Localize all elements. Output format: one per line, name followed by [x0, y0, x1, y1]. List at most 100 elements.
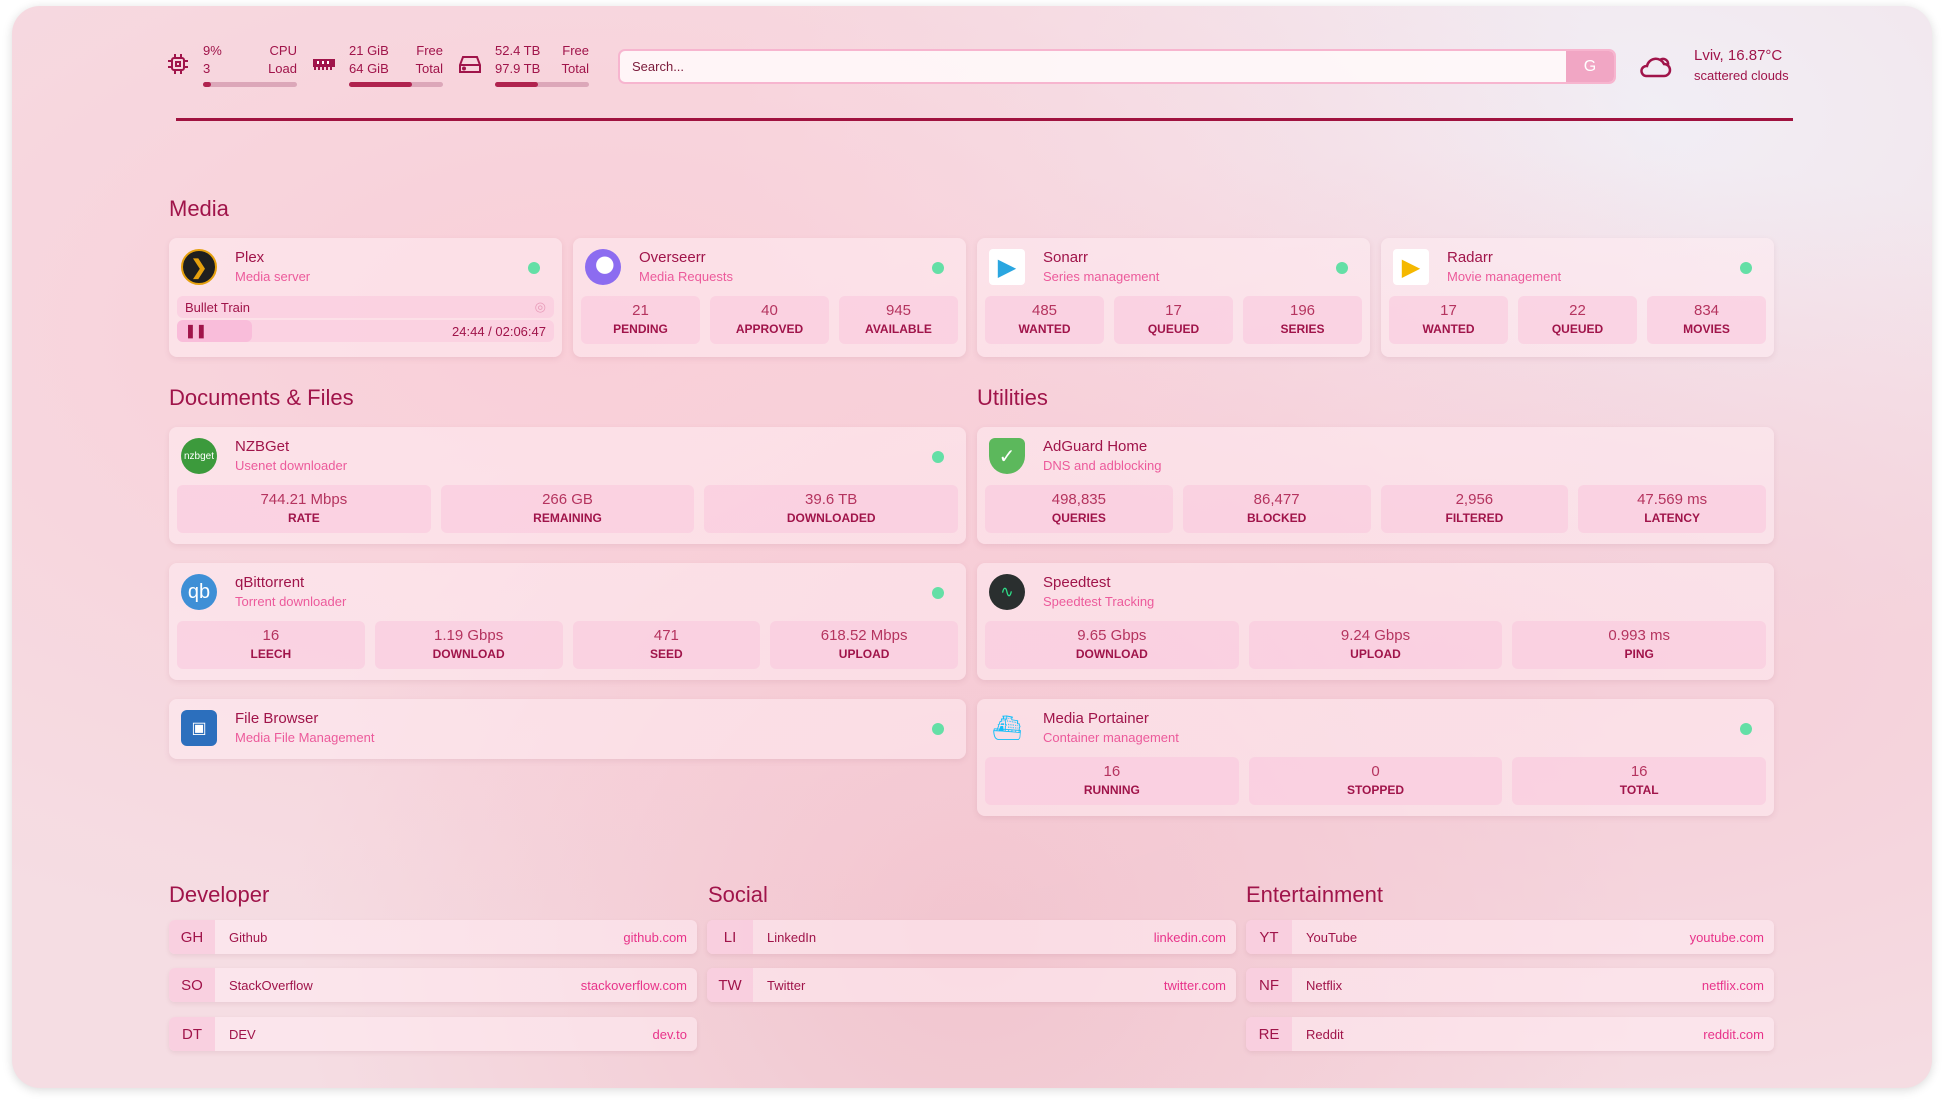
- stat-downloaded: 39.6 TB DOWNLOADED: [704, 485, 959, 533]
- stat-queries: 498,835 QUERIES: [985, 485, 1173, 533]
- stat-value: 16: [262, 627, 280, 644]
- bookmark-name: Github: [229, 929, 268, 945]
- stat-wanted: 17 WANTED: [1389, 296, 1508, 344]
- bookmark-linkedin[interactable]: LI LinkedIn linkedin.com: [707, 920, 1236, 954]
- status-dot: [932, 587, 944, 599]
- stat-label: STOPPED: [1346, 783, 1405, 797]
- stat-value: 9.65 Gbps: [1077, 627, 1147, 644]
- bookmark-youtube[interactable]: YT YouTube youtube.com: [1246, 920, 1774, 954]
- portainer-card[interactable]: ⛴ Media Portainer Container management 16 R…: [977, 699, 1774, 816]
- bookmark-url: dev.to: [652, 1026, 687, 1042]
- radarr-icon: ▶: [1393, 249, 1429, 285]
- filebrowser-card[interactable]: ▣ File Browser Media File Management: [169, 699, 966, 759]
- stat-pending: 21 PENDING: [581, 296, 700, 344]
- service-description: Movie management: [1447, 269, 1562, 284]
- overseerr-card[interactable]: Overseerr Media Requests 21 PENDING 40 APPRO…: [573, 238, 966, 357]
- sonarr-card[interactable]: ▶ Sonarr Series management 485 WANTED 17 QUEU…: [977, 238, 1370, 357]
- stat-value: 2,956: [1455, 491, 1494, 508]
- stat-label: SERIES: [1280, 322, 1325, 336]
- service-description: Usenet downloader: [235, 458, 348, 473]
- search-placeholder: Search...: [632, 59, 685, 74]
- bookmark-abbr: DT: [169, 1017, 215, 1051]
- service-name: AdGuard Home: [1043, 438, 1148, 455]
- section-title-documents: Documents & Files: [169, 385, 354, 410]
- speedtest-card[interactable]: ∿ Speedtest Speedtest Tracking 9.65 Gbps DO…: [977, 563, 1774, 680]
- cloud-icon: [1640, 57, 1672, 78]
- disk-widget: 52.4 TB 97.9 TB Free Total: [457, 42, 589, 87]
- bookmark-reddit[interactable]: RE Reddit reddit.com: [1246, 1017, 1774, 1051]
- memory-widget: 21 GiB 64 GiB Free Total: [311, 42, 443, 87]
- bookmark-name: Reddit: [1306, 1026, 1344, 1042]
- stat-filtered: 2,956 FILTERED: [1380, 485, 1569, 533]
- weather-condition: scattered clouds: [1694, 68, 1789, 83]
- stat-value: 21: [632, 302, 649, 319]
- playback-bar[interactable]: ❚❚ 24:44 / 02:06:47: [177, 320, 554, 342]
- stat-running: 16 RUNNING: [985, 757, 1239, 805]
- status-dot: [932, 451, 944, 463]
- stat-value: 22: [1569, 302, 1586, 319]
- stat-download: 1.19 Gbps DOWNLOAD: [374, 621, 563, 669]
- adguard-card[interactable]: ✓ AdGuard Home DNS and adblocking 498,835 Q…: [977, 427, 1774, 544]
- stat-remaining: 266 GB REMAINING: [440, 485, 695, 533]
- search-input[interactable]: Search... G: [618, 49, 1616, 84]
- pause-icon[interactable]: ❚❚: [185, 323, 207, 338]
- stat-value: 485: [1031, 302, 1058, 319]
- bookmark-url: youtube.com: [1689, 929, 1764, 945]
- memory-total: 64 GiB: [349, 60, 389, 76]
- stat-value: 0.993 ms: [1608, 627, 1671, 644]
- service-name: Sonarr: [1043, 249, 1089, 266]
- stat-label: WANTED: [1018, 322, 1071, 336]
- stat-label: RATE: [287, 511, 320, 525]
- dashboard-window: 9% 3 CPU Load 21 GiB 64 GiB Free Total 52.4 …: [12, 6, 1932, 1088]
- stat-label: BLOCKED: [1246, 511, 1307, 525]
- service-name: NZBGet: [235, 438, 290, 455]
- stat-value: 834: [1693, 302, 1720, 319]
- service-description: Speedtest Tracking: [1043, 594, 1155, 609]
- stat-download: 9.65 Gbps DOWNLOAD: [985, 621, 1239, 669]
- bookmark-stackoverflow[interactable]: SO StackOverflow stackoverflow.com: [169, 968, 697, 1002]
- adguard-shield-icon: ✓: [989, 438, 1025, 474]
- nzbget-card[interactable]: nzbget NZBGet Usenet downloader 744.21 Mbp…: [169, 427, 966, 544]
- stat-value: 16: [1630, 763, 1648, 780]
- bookmark-twitter[interactable]: TW Twitter twitter.com: [707, 968, 1236, 1002]
- search-engine-button[interactable]: G: [1566, 51, 1614, 82]
- service-name: Speedtest: [1043, 574, 1111, 591]
- service-description: Media Requests: [639, 269, 733, 284]
- bookmark-url: stackoverflow.com: [580, 977, 687, 993]
- stat-rate: 744.21 Mbps RATE: [177, 485, 431, 533]
- now-playing: Bullet Train ◎: [177, 296, 554, 318]
- bookmark-name: LinkedIn: [767, 929, 817, 945]
- bookmark-abbr: NF: [1246, 968, 1292, 1002]
- stat-blocked: 86,477 BLOCKED: [1182, 485, 1371, 533]
- stat-label: QUEUED: [1147, 322, 1200, 336]
- bookmark-name: StackOverflow: [229, 977, 313, 993]
- stat-label: PENDING: [613, 322, 668, 336]
- radarr-card[interactable]: ▶ Radarr Movie management 17 WANTED 22 QUEUED…: [1381, 238, 1774, 357]
- status-dot: [1740, 262, 1752, 274]
- memory-bar: [349, 81, 443, 87]
- plex-card[interactable]: ❯ Plex Media server Bullet Train ◎ ❚❚ 24:44…: [169, 238, 562, 357]
- stat-value: 498,835: [1051, 491, 1106, 508]
- stat-label: QUERIES: [1051, 511, 1106, 525]
- cpu-bar: [203, 81, 297, 87]
- stat-value: 1.19 Gbps: [434, 627, 504, 644]
- bookmark-url: twitter.com: [1163, 977, 1226, 993]
- qbittorrent-icon: qb: [181, 574, 217, 610]
- stat-value: 744.21 Mbps: [260, 491, 348, 508]
- stat-value: 266 GB: [542, 491, 593, 508]
- qbittorrent-card[interactable]: qb qBittorrent Torrent downloader 16 LEECH 1…: [169, 563, 966, 680]
- filebrowser-icon: ▣: [181, 710, 217, 746]
- cpu-label: CPU: [269, 42, 297, 58]
- stat-value: 471: [653, 627, 679, 644]
- stat-value: 945: [885, 302, 912, 319]
- stat-value: 196: [1289, 302, 1316, 319]
- free-label: Free: [416, 42, 443, 58]
- stat-series: 196 SERIES: [1243, 296, 1362, 344]
- bookmark-dev[interactable]: DT DEV dev.to: [169, 1017, 697, 1051]
- bookmark-github[interactable]: GH Github github.com: [169, 920, 697, 954]
- bookmark-netflix[interactable]: NF Netflix netflix.com: [1246, 968, 1774, 1002]
- stat-label: FILTERED: [1445, 511, 1504, 525]
- resource-widgets: 9% 3 CPU Load 21 GiB 64 GiB Free Total 52.4 …: [165, 36, 603, 92]
- cpu-widget: 9% 3 CPU Load: [165, 42, 297, 87]
- service-description: Container management: [1043, 730, 1179, 745]
